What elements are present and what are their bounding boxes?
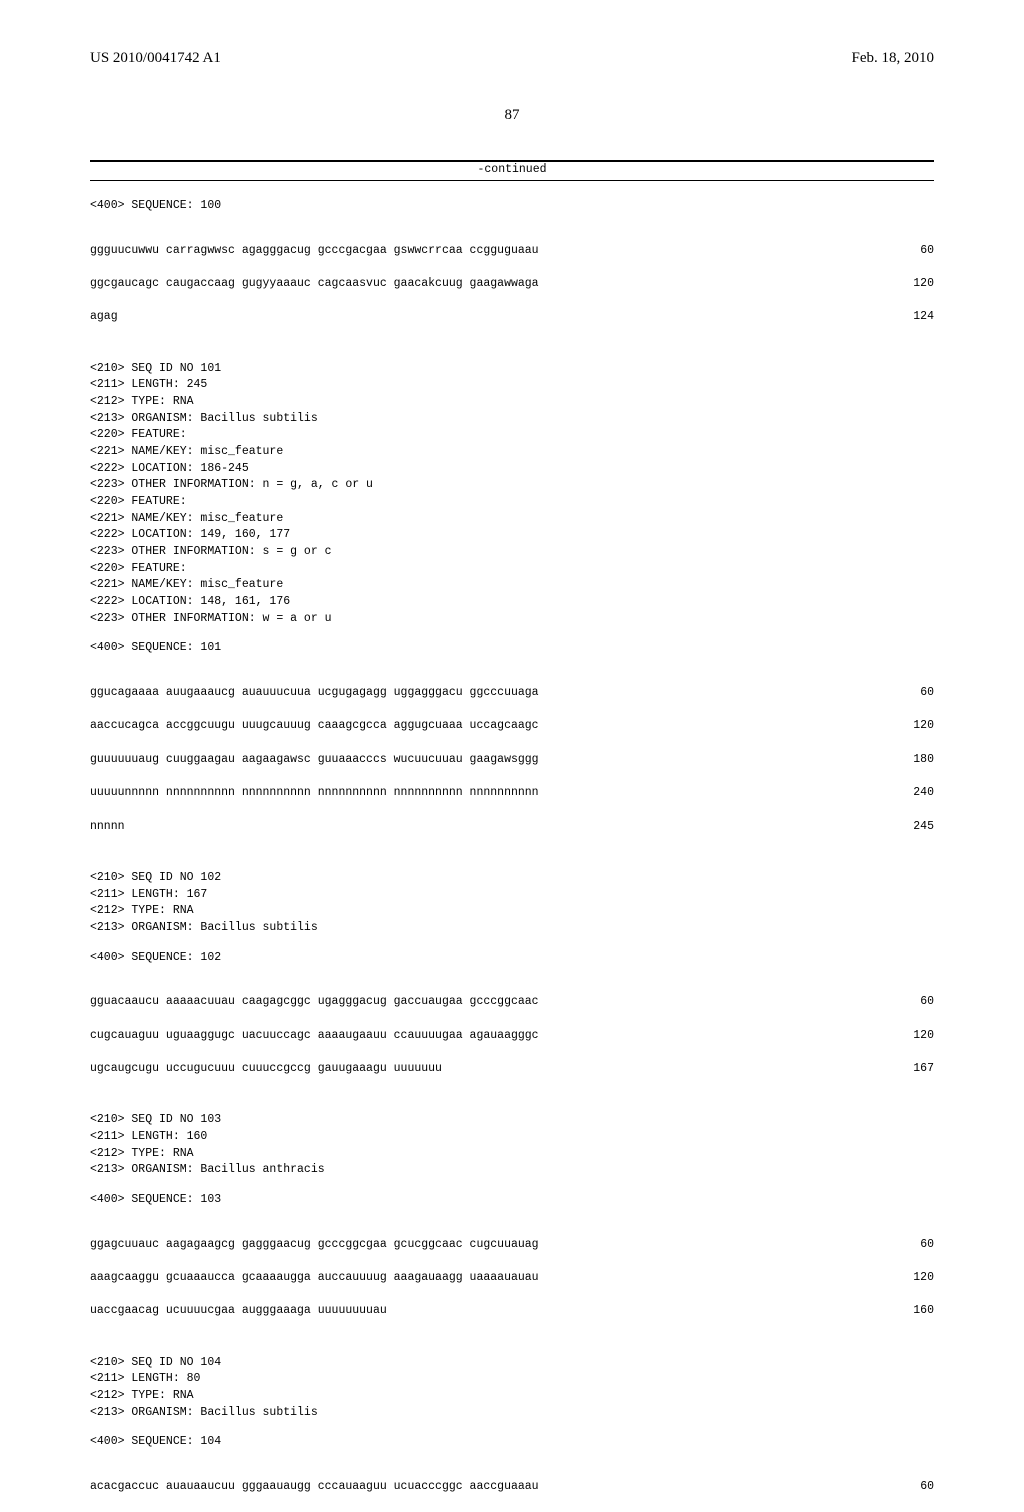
- sequence-meta-103: <210> SEQ ID NO 103 <211> LENGTH: 160 <2…: [90, 1112, 934, 1179]
- seq-text: agag: [90, 309, 118, 326]
- divider: [90, 180, 934, 181]
- seq-position: 167: [893, 1061, 934, 1078]
- seq-position: 60: [894, 243, 934, 260]
- seq-position: 60: [894, 685, 934, 702]
- divider: [90, 160, 934, 162]
- seq-text: ugcaugcugu uccugucuuu cuuuccgccg gauugaa…: [90, 1061, 442, 1078]
- seq-text: aaccucagca accggcuugu uuugcauuug caaagcg…: [90, 718, 539, 735]
- seq-position: 120: [893, 718, 934, 735]
- seq-text: acacgaccuc auauaaucuu gggaauaugg cccauaa…: [90, 1479, 539, 1496]
- seq-position: 120: [893, 276, 934, 293]
- sequence-100: ggguucuwwu carragwwsc agagggacug gcccgac…: [90, 226, 934, 343]
- sequence-meta-101: <210> SEQ ID NO 101 <211> LENGTH: 245 <2…: [90, 361, 934, 628]
- seq-text: ggucagaaaa auugaaaucg auauuucuua ucgugag…: [90, 685, 539, 702]
- seq-position: 245: [893, 819, 934, 836]
- seq-text: gguacaaucu aaaaacuuau caagagcggc ugaggga…: [90, 994, 539, 1011]
- header-right: Feb. 18, 2010: [852, 50, 935, 67]
- seq-text: uuuuunnnnn nnnnnnnnnn nnnnnnnnnn nnnnnnn…: [90, 785, 539, 802]
- seq-text: ggcgaucagc caugaccaag gugyyaaauc cagcaas…: [90, 276, 539, 293]
- page-header: US 2010/0041742 A1 Feb. 18, 2010: [90, 50, 934, 67]
- sequence-label: <400> SEQUENCE: 103: [90, 1193, 934, 1206]
- header-left: US 2010/0041742 A1: [90, 50, 221, 67]
- seq-text: uaccgaacag ucuuuucgaa augggaaaga uuuuuuu…: [90, 1303, 387, 1320]
- sequence-101: ggucagaaaa auugaaaucg auauuucuua ucgugag…: [90, 668, 934, 851]
- seq-position: 60: [894, 994, 934, 1011]
- sequence-103: ggagcuuauc aagagaagcg gagggaacug gcccggc…: [90, 1220, 934, 1337]
- sequence-label: <400> SEQUENCE: 101: [90, 641, 934, 654]
- seq-text: aaagcaaggu gcuaaaucca gcaaaaugga auccauu…: [90, 1270, 539, 1287]
- page-number: 87: [90, 107, 934, 124]
- continued-label: -continued: [90, 163, 934, 178]
- seq-position: 160: [893, 1303, 934, 1320]
- sequence-104: acacgaccuc auauaaucuu gggaauaugg cccauaa…: [90, 1462, 934, 1512]
- seq-position: 180: [893, 752, 934, 769]
- seq-position: 120: [893, 1270, 934, 1287]
- seq-position: 120: [893, 1028, 934, 1045]
- sequence-102: gguacaaucu aaaaacuuau caagagcggc ugaggga…: [90, 978, 934, 1095]
- sequence-label: <400> SEQUENCE: 102: [90, 951, 934, 964]
- seq-position: 60: [894, 1479, 934, 1496]
- sequence-label: <400> SEQUENCE: 100: [90, 199, 934, 212]
- seq-position: 60: [894, 1237, 934, 1254]
- seq-text: ggagcuuauc aagagaagcg gagggaacug gcccggc…: [90, 1237, 539, 1254]
- seq-text: guuuuuuaug cuuggaagau aagaagawsc guuaaac…: [90, 752, 539, 769]
- seq-text: cugcauaguu uguaaggugc uacuuccagc aaaauga…: [90, 1028, 539, 1045]
- seq-text: ggguucuwwu carragwwsc agagggacug gcccgac…: [90, 243, 539, 260]
- sequence-label: <400> SEQUENCE: 104: [90, 1435, 934, 1448]
- seq-position: 124: [893, 309, 934, 326]
- seq-text: nnnnn: [90, 819, 125, 836]
- sequence-meta-102: <210> SEQ ID NO 102 <211> LENGTH: 167 <2…: [90, 870, 934, 937]
- sequence-meta-104: <210> SEQ ID NO 104 <211> LENGTH: 80 <21…: [90, 1355, 934, 1422]
- seq-position: 240: [893, 785, 934, 802]
